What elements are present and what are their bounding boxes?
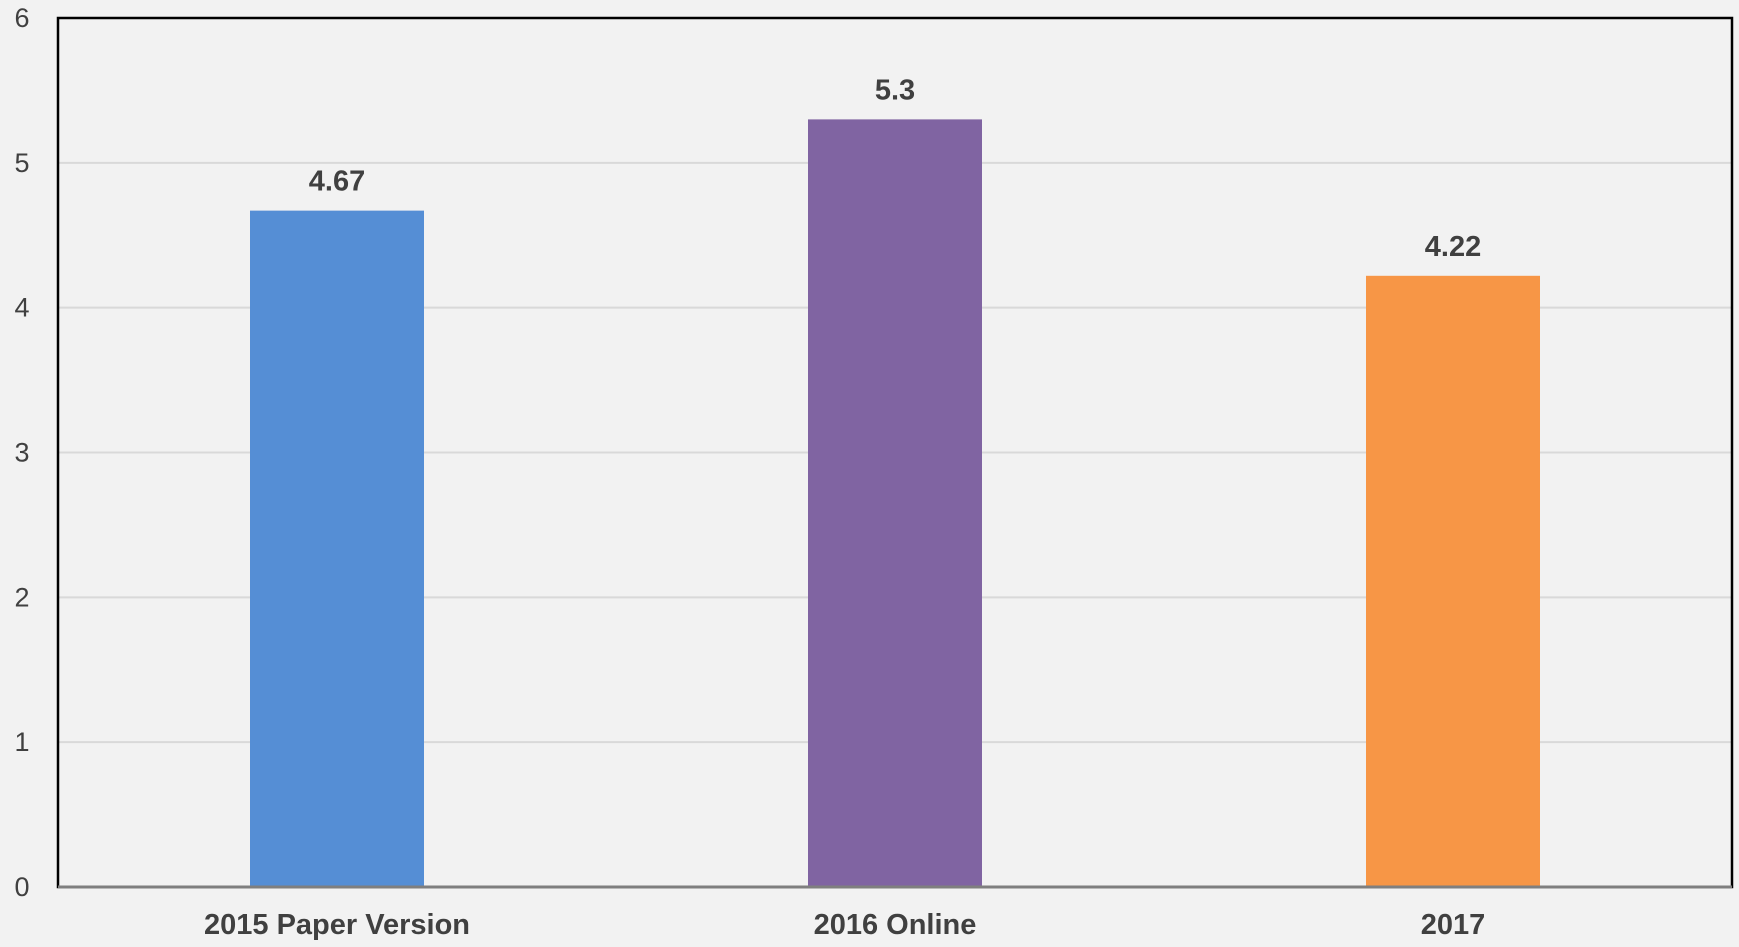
data-label: 4.22 [1425, 231, 1481, 263]
y-axis-ticks: 0 1 2 3 4 5 6 [14, 3, 29, 902]
bar [1366, 275, 1540, 887]
bars [250, 119, 1540, 888]
plot-frame [56, 16, 1734, 889]
y-tick-label: 4 [14, 293, 29, 323]
y-tick-label: 3 [14, 438, 29, 468]
y-tick-label: 2 [14, 582, 29, 612]
data-labels: 4.67 5.3 4.22 [309, 74, 1481, 262]
y-tick-label: 0 [14, 872, 29, 902]
data-label: 5.3 [875, 74, 915, 106]
bar [250, 210, 424, 888]
x-tick-label: 2017 [1421, 909, 1486, 941]
bar [808, 119, 982, 888]
y-tick-label: 1 [14, 727, 29, 757]
y-tick-label: 6 [14, 3, 29, 33]
data-label: 4.67 [309, 166, 365, 198]
y-tick-label: 5 [14, 148, 29, 178]
x-tick-label: 2016 Online [814, 909, 977, 941]
x-axis-labels: 2015 Paper Version 2016 Online 2017 [204, 909, 1485, 941]
x-tick-label: 2015 Paper Version [204, 909, 470, 941]
